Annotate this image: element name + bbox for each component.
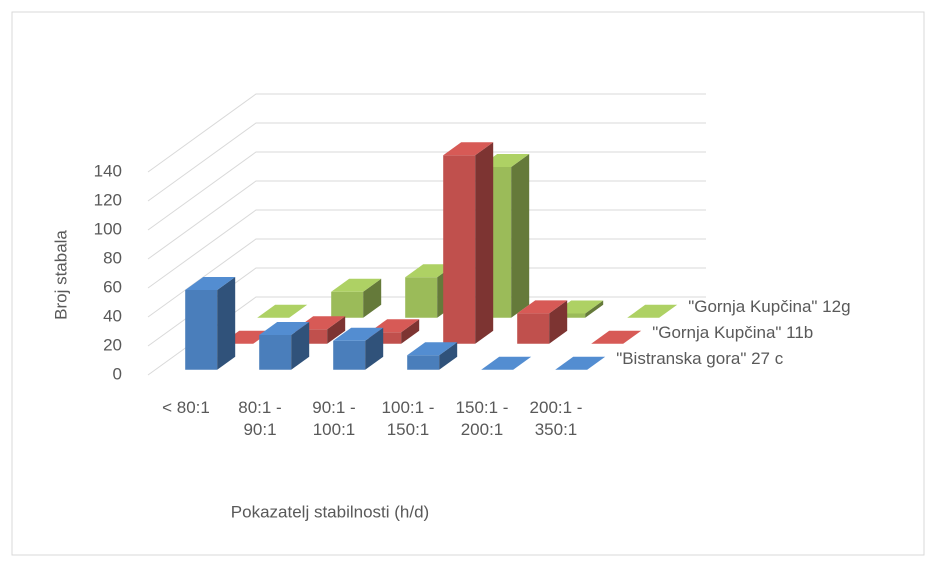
bar-front <box>185 290 218 370</box>
bar-top <box>185 277 236 291</box>
bar-side <box>475 142 494 344</box>
legend-label: "Bistranska gora" 27 c <box>616 349 784 368</box>
bar-top <box>407 342 458 356</box>
bar-top <box>405 264 456 278</box>
bar-side <box>439 342 458 370</box>
y-tick-label: 40 <box>103 306 122 325</box>
x-tick-label: 200:1 - 350:1 <box>529 398 583 439</box>
y-tick-label: 80 <box>103 248 122 267</box>
grid-line <box>147 151 706 231</box>
y-tick-label: 0 <box>113 364 122 383</box>
legend-label: "Gornja Kupčina" 12g <box>688 297 850 316</box>
grid-line <box>147 209 706 289</box>
bar-front <box>443 155 476 344</box>
bar-top <box>481 356 532 370</box>
bar <box>333 327 384 370</box>
bar-side <box>291 322 310 370</box>
bar-side <box>327 316 346 344</box>
bar <box>331 278 382 318</box>
bar <box>481 356 532 370</box>
grid-line <box>147 296 706 376</box>
y-tick-label: 120 <box>94 190 122 209</box>
y-tick-label: 140 <box>94 161 122 180</box>
y-axis-label: Broj stabala <box>51 230 70 320</box>
grid-line <box>147 180 706 260</box>
bar <box>185 277 236 370</box>
bar-front <box>407 355 440 370</box>
bar-top <box>443 142 494 156</box>
bar-front <box>259 335 292 370</box>
bar <box>259 322 310 370</box>
y-tick-label: 60 <box>103 277 122 296</box>
bar-front <box>333 340 366 370</box>
bar-top <box>331 278 382 292</box>
y-tick-label: 20 <box>103 335 122 354</box>
bar <box>407 342 458 370</box>
x-tick-label: 100:1 - 150:1 <box>381 398 435 439</box>
bar <box>555 356 606 370</box>
bar-side <box>585 300 604 318</box>
bar <box>627 304 678 318</box>
bar-top <box>627 304 678 318</box>
bar-top <box>591 330 642 344</box>
y-tick-label: 100 <box>94 219 122 238</box>
bar-top <box>257 304 308 318</box>
bar-side <box>217 277 236 370</box>
bar-top <box>555 356 606 370</box>
bar <box>517 300 568 344</box>
bar-front <box>331 291 364 318</box>
x-axis-label: Pokazatelj stabilnosti (h/d) <box>231 502 429 521</box>
bar-side <box>401 319 420 344</box>
legend-label: "Gornja Kupčina" 11b <box>652 323 813 342</box>
x-tick-label: 90:1 - 100:1 <box>312 398 356 439</box>
x-tick-label: 150:1 - 200:1 <box>455 398 509 439</box>
grid-line <box>147 238 706 318</box>
bar <box>591 330 642 344</box>
x-tick-label: < 80:1 <box>162 398 210 417</box>
x-tick-label: 80:1 - 90:1 <box>238 398 282 439</box>
bar-top <box>259 322 310 335</box>
bar-top <box>517 300 568 314</box>
grid-line <box>147 93 706 173</box>
grid-line <box>147 122 706 202</box>
bar-side <box>549 300 568 344</box>
bar-side <box>363 278 382 318</box>
bar-side <box>365 327 384 370</box>
bar-front <box>517 313 550 344</box>
bar-side <box>511 154 530 318</box>
bar-front <box>405 277 438 318</box>
grid-line <box>147 267 706 347</box>
bar-top <box>333 327 384 341</box>
bar <box>257 304 308 318</box>
bar <box>443 142 494 344</box>
